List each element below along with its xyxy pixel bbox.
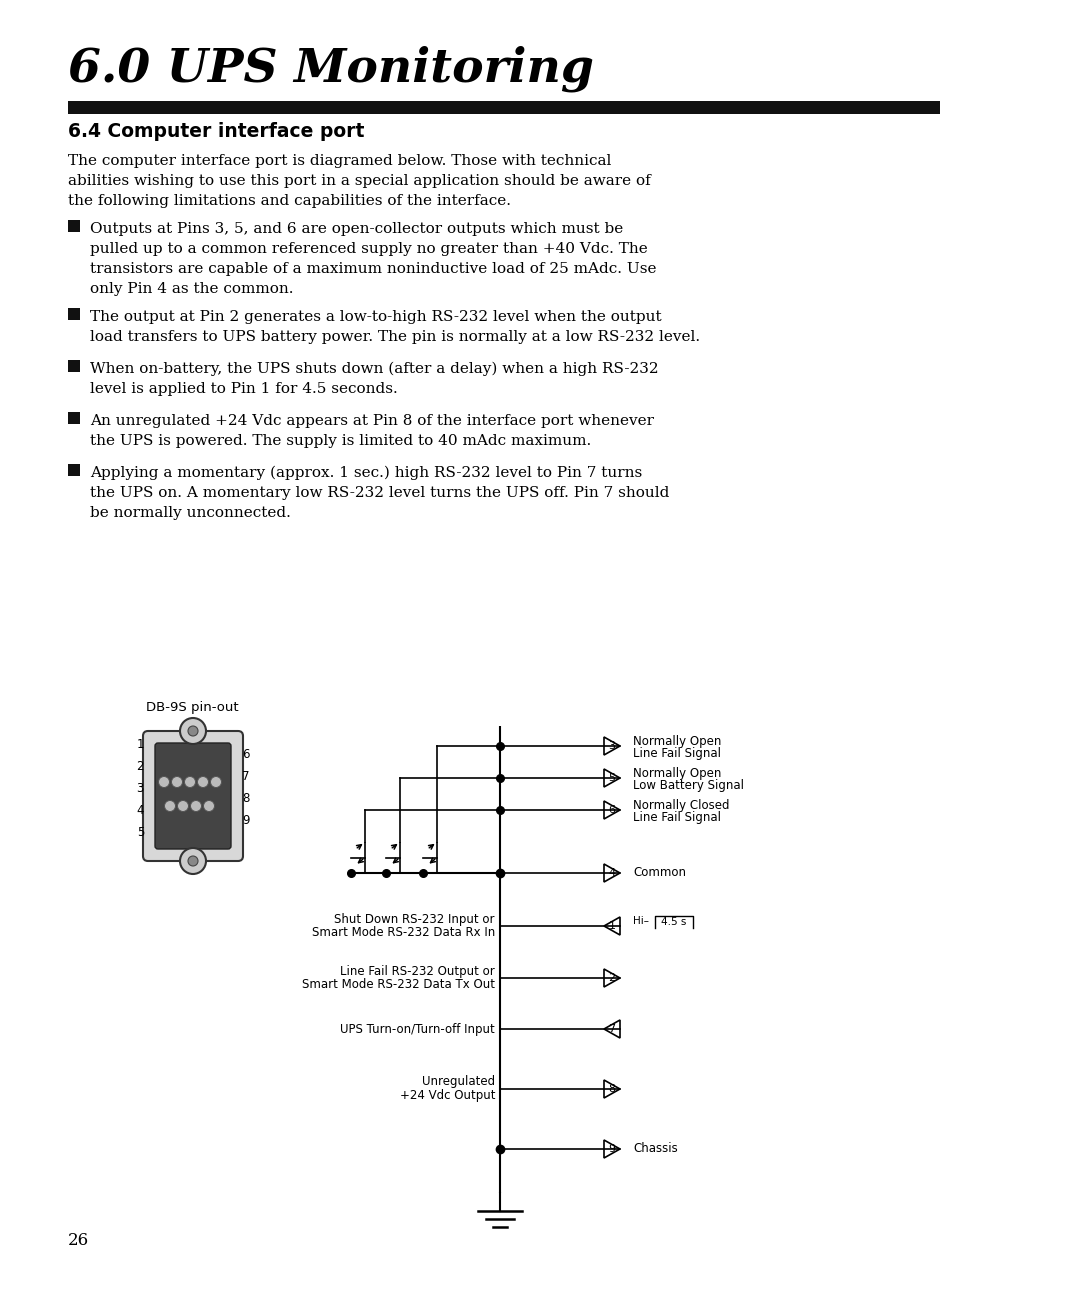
Text: 6.0 UPS Monitoring: 6.0 UPS Monitoring	[68, 46, 594, 93]
Polygon shape	[604, 1020, 620, 1038]
Polygon shape	[604, 864, 620, 882]
Text: 26: 26	[68, 1232, 90, 1249]
Text: 3: 3	[608, 741, 616, 751]
Text: 5: 5	[137, 826, 144, 839]
Text: Low Battery Signal: Low Battery Signal	[633, 779, 744, 792]
Text: 5: 5	[608, 773, 616, 783]
Text: Common: Common	[633, 867, 686, 880]
Polygon shape	[604, 916, 620, 935]
Text: 6: 6	[608, 805, 616, 815]
Text: The output at Pin 2 generates a low-to-high RS-232 level when the output
load tr: The output at Pin 2 generates a low-to-h…	[90, 309, 700, 343]
Bar	[68, 412, 80, 423]
Polygon shape	[604, 1080, 620, 1099]
Text: Smart Mode RS-232 Data Rx In: Smart Mode RS-232 Data Rx In	[312, 927, 495, 940]
Text: 3: 3	[137, 781, 144, 794]
Text: 8: 8	[242, 792, 249, 805]
Text: Hi–: Hi–	[633, 916, 649, 926]
Text: 7: 7	[242, 770, 249, 783]
Text: Shut Down RS-232 Input or: Shut Down RS-232 Input or	[335, 912, 495, 926]
Text: An unregulated +24 Vdc appears at Pin 8 of the interface port whenever
the UPS i: An unregulated +24 Vdc appears at Pin 8 …	[90, 414, 654, 448]
Text: 9: 9	[608, 1145, 616, 1154]
Circle shape	[188, 726, 198, 735]
Bar	[68, 220, 80, 232]
Text: Unregulated: Unregulated	[422, 1075, 495, 1088]
Text: Applying a momentary (approx. 1 sec.) high RS-232 level to Pin 7 turns
the UPS o: Applying a momentary (approx. 1 sec.) hi…	[90, 465, 670, 520]
Text: Normally Open: Normally Open	[633, 767, 721, 780]
Text: 2: 2	[608, 973, 616, 983]
Text: Line Fail Signal: Line Fail Signal	[633, 810, 721, 823]
Polygon shape	[604, 969, 620, 987]
Text: DB-9S pin-out: DB-9S pin-out	[146, 701, 239, 714]
Text: 2: 2	[136, 759, 144, 772]
Circle shape	[177, 801, 189, 812]
Text: 1: 1	[608, 922, 616, 931]
Polygon shape	[604, 1141, 620, 1158]
Text: Outputs at Pins 3, 5, and 6 are open-collector outputs which must be
pulled up t: Outputs at Pins 3, 5, and 6 are open-col…	[90, 222, 657, 296]
Bar	[68, 464, 80, 476]
Text: 1: 1	[136, 738, 144, 750]
Polygon shape	[604, 737, 620, 755]
Polygon shape	[604, 770, 620, 787]
Circle shape	[180, 848, 206, 874]
Text: When on-battery, the UPS shuts down (after a delay) when a high RS-232
level is : When on-battery, the UPS shuts down (aft…	[90, 362, 659, 396]
Text: 7: 7	[608, 1024, 616, 1034]
Circle shape	[159, 776, 170, 788]
Text: Chassis: Chassis	[633, 1142, 678, 1155]
Text: The computer interface port is diagramed below. Those with technical
abilities w: The computer interface port is diagramed…	[68, 153, 651, 208]
FancyBboxPatch shape	[156, 743, 231, 850]
Text: +24 Vdc Output: +24 Vdc Output	[400, 1089, 495, 1103]
Text: 6: 6	[242, 747, 249, 760]
FancyBboxPatch shape	[143, 732, 243, 861]
Circle shape	[190, 801, 202, 812]
Circle shape	[185, 776, 195, 788]
Circle shape	[180, 718, 206, 745]
Circle shape	[188, 856, 198, 867]
Text: Normally Open: Normally Open	[633, 734, 721, 747]
Circle shape	[211, 776, 221, 788]
Circle shape	[164, 801, 175, 812]
Bar	[68, 361, 80, 372]
Circle shape	[203, 801, 215, 812]
Text: 4.5 s: 4.5 s	[661, 916, 687, 927]
Text: 6.4 Computer interface port: 6.4 Computer interface port	[68, 122, 364, 142]
Text: 4: 4	[136, 804, 144, 817]
Circle shape	[198, 776, 208, 788]
Circle shape	[172, 776, 183, 788]
Text: UPS Turn-on/Turn-off Input: UPS Turn-on/Turn-off Input	[340, 1023, 495, 1036]
Text: 9: 9	[242, 814, 249, 826]
Text: Smart Mode RS-232 Data Tx Out: Smart Mode RS-232 Data Tx Out	[302, 978, 495, 991]
Bar	[68, 308, 80, 320]
Bar	[68, 101, 940, 114]
Text: 4: 4	[608, 868, 616, 878]
Text: Line Fail RS-232 Output or: Line Fail RS-232 Output or	[340, 965, 495, 978]
Polygon shape	[604, 801, 620, 819]
Text: Line Fail Signal: Line Fail Signal	[633, 746, 721, 759]
Text: 8: 8	[608, 1084, 616, 1093]
Text: Normally Closed: Normally Closed	[633, 798, 729, 812]
